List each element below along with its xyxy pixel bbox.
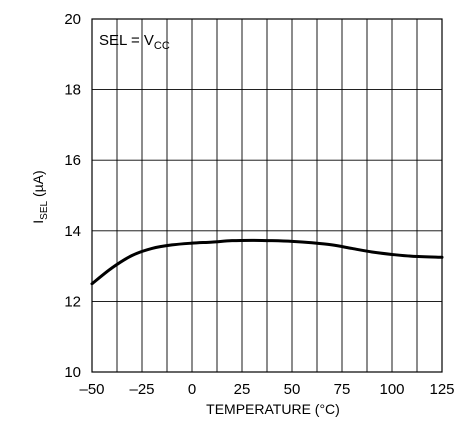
annotation-subscript: CC bbox=[154, 40, 170, 52]
series-line-0 bbox=[90, 238, 444, 286]
x-tick-label-7: 125 bbox=[429, 381, 454, 398]
y-tick-label-3: 16 bbox=[64, 152, 81, 169]
grid-lines bbox=[91, 18, 443, 373]
x-tick-label-5: 75 bbox=[334, 381, 351, 398]
x-tick-label-3: 25 bbox=[234, 381, 251, 398]
plot-frame-group bbox=[91, 18, 443, 373]
x-tick-label-1: –25 bbox=[129, 381, 154, 398]
x-axis-label: TEMPERATURE (°C) bbox=[206, 401, 340, 417]
y-axis-label: ISEL (µA) bbox=[30, 170, 50, 223]
x-tick-label-4: 50 bbox=[284, 381, 301, 398]
x-axis-ticks: –50 –25 0 25 50 75 100 125 bbox=[79, 381, 454, 398]
y-axis-label-subscript: SEL bbox=[39, 200, 50, 219]
x-tick-label-0: –50 bbox=[79, 381, 104, 398]
x-tick-label-2: 0 bbox=[188, 381, 196, 398]
y-tick-label-5: 20 bbox=[64, 11, 81, 28]
y-axis-ticks: 10 12 14 16 18 20 bbox=[64, 11, 81, 381]
y-tick-label-2: 14 bbox=[64, 223, 81, 240]
y-tick-label-0: 10 bbox=[64, 364, 81, 381]
plot-frame bbox=[91, 18, 443, 373]
annotation-sel-vcc: SEL = VCC bbox=[99, 32, 170, 52]
annotation-text: SEL = V bbox=[99, 32, 154, 49]
y-axis-label-unit: (µA) bbox=[30, 170, 46, 201]
x-tick-label-6: 100 bbox=[379, 381, 404, 398]
y-axis-label-main: I bbox=[30, 220, 46, 224]
series-group bbox=[90, 238, 444, 286]
y-tick-label-1: 12 bbox=[64, 293, 81, 310]
y-tick-label-4: 18 bbox=[64, 82, 81, 99]
